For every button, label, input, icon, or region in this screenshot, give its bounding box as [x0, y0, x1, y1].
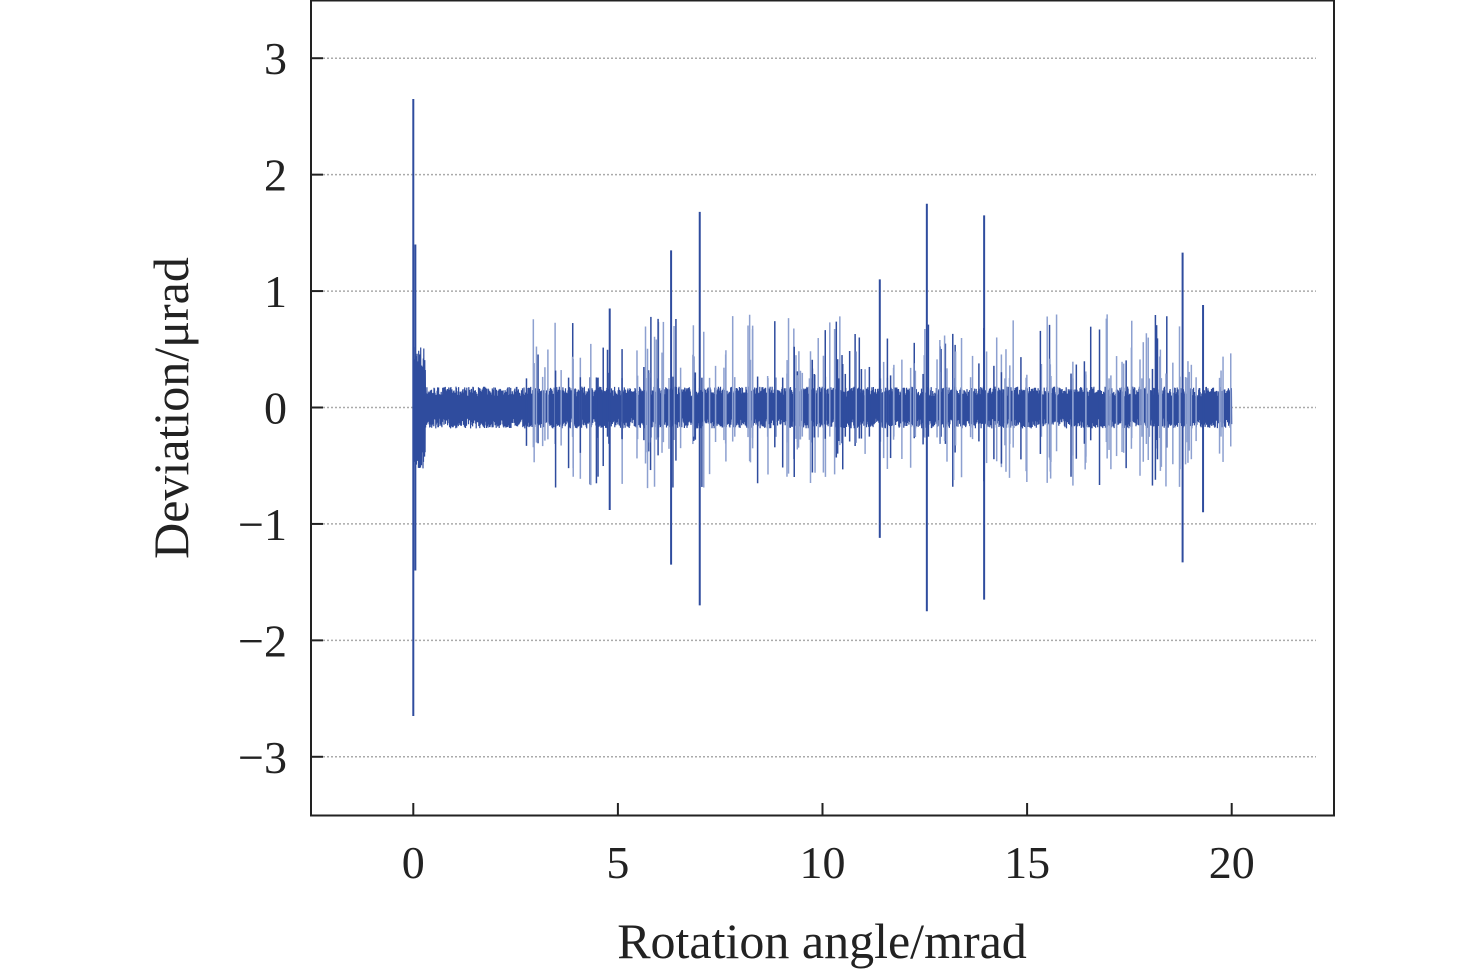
series-line [412, 347, 1233, 469]
x-tick-label: 15 [1004, 837, 1050, 888]
y-axis-label: Deviation/μrad [143, 257, 199, 559]
y-tick-label: 2 [264, 150, 287, 201]
y-tick-label: −1 [238, 499, 287, 550]
plot-area [412, 98, 1233, 717]
x-tick-label: 20 [1209, 837, 1255, 888]
x-tick-label: 0 [402, 837, 425, 888]
x-tick-label: 10 [800, 837, 846, 888]
y-tick-label: −2 [238, 615, 287, 666]
y-tick-label: −3 [238, 732, 287, 783]
y-tick-label: 0 [264, 383, 287, 434]
y-tick-label: 1 [264, 266, 287, 317]
y-tick-label: 3 [264, 33, 287, 84]
x-axis-label: Rotation angle/mrad [617, 913, 1027, 969]
x-tick-label: 5 [606, 837, 629, 888]
